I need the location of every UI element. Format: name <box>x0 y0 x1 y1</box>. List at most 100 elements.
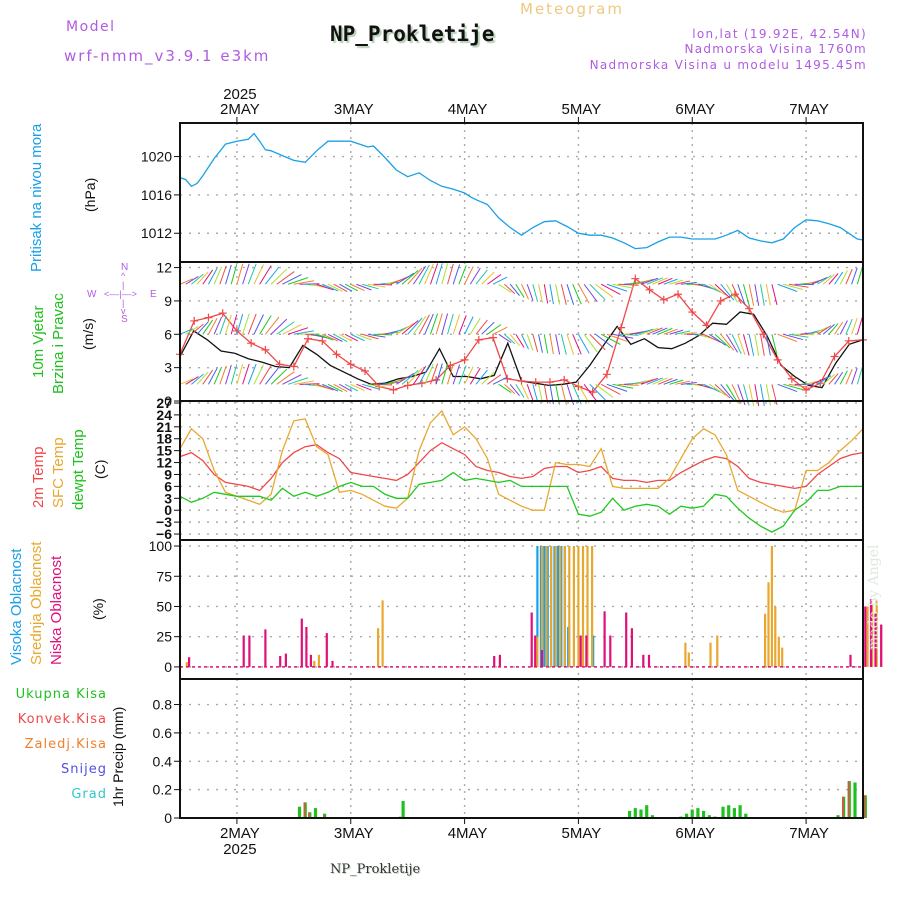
wind-barb-arrow <box>595 333 614 348</box>
wind-barb-arrow <box>783 283 804 291</box>
wind-barb-arrow <box>509 283 520 296</box>
bar-srednja-oblacnost <box>866 606 869 667</box>
gust-marker <box>517 376 526 385</box>
bar-niska-oblacnost <box>248 635 251 667</box>
watermark: made by Angel <box>866 544 882 651</box>
wind-barb-arrow <box>600 333 621 345</box>
y-tick-label: 1016 <box>141 187 172 203</box>
wind-barb-arrow <box>822 273 835 285</box>
bar-srednja-oblacnost <box>770 546 773 667</box>
bar-niska-oblacnost <box>625 612 628 667</box>
bar-srednja-oblacnost <box>317 654 320 667</box>
model-name: wrf-nmm_v3.9.1 e3km <box>64 47 271 65</box>
bar-visoka-oblacnost <box>556 546 559 667</box>
gust-marker <box>389 385 398 394</box>
wind-barb-arrow <box>327 283 343 292</box>
bar-niska-oblacnost <box>309 654 312 667</box>
wind-barb-arrow <box>293 380 315 385</box>
wind-barb-arrow <box>270 368 288 385</box>
wind-barb-arrow <box>663 328 678 335</box>
bar-niska-oblacnost <box>874 613 877 667</box>
wind-barb-arrow <box>322 383 339 392</box>
wind-barb-arrow <box>595 383 614 398</box>
wind-barb-arrow <box>834 321 844 335</box>
bar-ukupna-kisa <box>847 781 851 818</box>
wind-barb-arrow <box>179 328 194 335</box>
gust-marker <box>560 375 569 384</box>
wind-barb-arrow <box>845 368 853 385</box>
wind-barb-arrow <box>242 363 250 385</box>
gust-marker <box>574 382 583 391</box>
bar-niska-oblacnost <box>264 629 267 667</box>
gust-marker <box>304 334 313 343</box>
bottom-date-label: 5MAY <box>562 825 602 842</box>
wind-barb-arrow <box>680 281 697 285</box>
gust-marker <box>489 333 498 342</box>
bottom-date-label: 2MAY <box>220 825 260 842</box>
precip-panel: 0 0.2 0.4 0.6 0.8 <box>153 678 867 826</box>
y-tick-label: 12 <box>156 455 172 471</box>
wind-barb-arrow <box>606 283 628 292</box>
wind-barb-arrow <box>652 327 668 335</box>
y-tick-label: 0.2 <box>153 782 173 798</box>
y-tick-label: 75 <box>156 568 172 584</box>
bar-srednja-oblacnost <box>540 546 544 667</box>
bar-niska-oblacnost <box>609 635 612 667</box>
bar-ukupna-kisa <box>738 805 742 818</box>
series-line-sfc-temp <box>179 409 864 513</box>
wind-barb-arrow <box>748 334 755 356</box>
wind-barb-arrow <box>270 268 288 285</box>
top-date-axis: 2MAY 3MAY 4MAY 5MAY 6MAY 7MAY 2025 <box>220 86 829 123</box>
bar-ukupna-kisa <box>690 809 694 818</box>
wind-barb-arrow <box>828 273 839 285</box>
wind-barb-arrow <box>452 314 461 335</box>
y-tick-label: 0.8 <box>153 697 173 713</box>
bar-niska-oblacnost <box>540 650 544 667</box>
bar-visoka-oblacnost <box>567 627 570 667</box>
bar-konvek-kisa <box>323 815 325 818</box>
wind-barb-arrow <box>600 283 621 295</box>
wind-barb-arrow <box>765 334 771 356</box>
wind-barb-arrow <box>509 384 520 397</box>
bar-visoka-oblacnost <box>543 546 546 667</box>
wind-barb-arrow <box>412 366 427 385</box>
wind-barb-arrow <box>663 378 678 385</box>
wind-barb-arrow <box>703 283 722 293</box>
wind-barb-arrow <box>293 330 315 335</box>
wind-barb-arrow <box>714 283 731 299</box>
wind-barb-arrow <box>612 383 634 389</box>
wind-barb-arrow <box>458 365 467 385</box>
bar-srednja-oblacnost <box>875 600 878 667</box>
wind-barb-arrow <box>572 334 582 355</box>
bar-niska-oblacnost <box>880 624 883 667</box>
chart-kind-title: Meteogram <box>520 0 624 18</box>
wind-barb-arrow <box>208 368 218 385</box>
pressure-panel: 1012 1016 1020 <box>141 122 864 263</box>
wind-barb-arrow <box>213 316 223 335</box>
wind-barb-arrow <box>521 334 529 350</box>
y-tick-label: 12 <box>156 260 172 276</box>
wind-barb-arrow <box>646 327 663 335</box>
model-elevation-label: Nadmorska Visina u modelu 1495.45m <box>589 58 867 72</box>
y-tick-label: 15 <box>156 443 172 459</box>
bar-srednja-oblacnost <box>550 546 553 667</box>
wind-barb-arrow <box>469 317 481 335</box>
wind-barb-arrow <box>754 284 760 306</box>
wind-barb-arrow <box>276 371 295 385</box>
y-tick-label: 18 <box>156 431 172 447</box>
wind-barb-arrow <box>481 271 495 285</box>
wind-barb-arrow <box>293 280 315 285</box>
wind-barb-arrow <box>202 269 214 285</box>
wind-barb-arrow <box>703 333 722 343</box>
wind-barb-arrow <box>680 382 697 385</box>
wind-barb-arrow <box>538 384 543 403</box>
wind-barb-arrow <box>276 271 295 285</box>
bar-ukupna-kisa <box>645 805 649 818</box>
top-date-label: 3MAY <box>334 101 374 118</box>
bar-srednja-oblacnost <box>377 628 380 667</box>
bar-niska-oblacnost <box>493 656 496 667</box>
wind-barb-arrow <box>458 315 467 335</box>
bar-visoka-oblacnost <box>546 546 549 667</box>
wind-barb-arrow <box>339 333 353 342</box>
wind-barb-arrow <box>196 321 209 335</box>
